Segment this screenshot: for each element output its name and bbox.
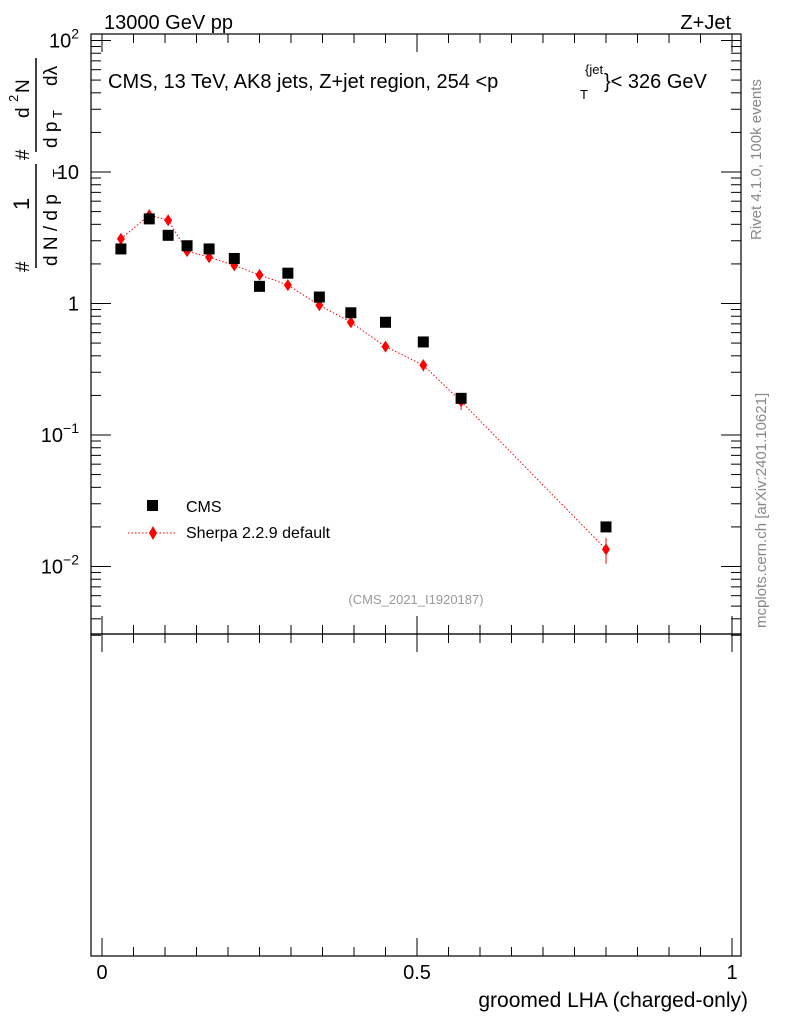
sherpa-point bbox=[116, 232, 125, 245]
ylabel-hash2: # bbox=[13, 149, 34, 160]
legend-marker-sherpa bbox=[149, 526, 157, 540]
cms-point bbox=[162, 229, 174, 241]
ylabel-num2-sup: 2 bbox=[6, 95, 21, 102]
mcplots-label: mcplots.cern.ch [arXiv:2401.10621] bbox=[753, 393, 770, 628]
cms-point bbox=[203, 243, 215, 255]
legend-marker-cms bbox=[147, 500, 158, 511]
cms-point bbox=[115, 243, 127, 255]
ylabel-den1-sub: T bbox=[50, 169, 65, 177]
y-tick-label: 10−2 bbox=[41, 552, 79, 579]
ylabel-num1: 1 bbox=[9, 198, 34, 210]
sherpa-point bbox=[381, 340, 390, 353]
y-tick-label: 102 bbox=[49, 26, 79, 53]
cms-point bbox=[254, 280, 265, 292]
sherpa-point bbox=[283, 279, 292, 292]
header-right: Z+Jet bbox=[680, 12, 731, 34]
y-tick-label: 10−1 bbox=[41, 420, 79, 447]
ylabel-hash: # bbox=[13, 261, 34, 272]
chart-title: CMS, 13 TeV, AK8 jets, Z+jet region, 254… bbox=[108, 71, 498, 93]
legend-label-sherpa: Sherpa 2.2.9 default bbox=[186, 525, 331, 542]
sherpa-point bbox=[419, 359, 428, 372]
sherpa-point bbox=[164, 214, 173, 227]
ylabel-den2-tail: dλ bbox=[41, 65, 62, 86]
y-tick-labels: 10−2 10−1 1 10 102 bbox=[41, 26, 79, 579]
cms-point bbox=[228, 252, 240, 264]
cms-point bbox=[181, 240, 193, 252]
x-axis-label: groomed LHA (charged-only) bbox=[478, 989, 748, 1012]
legend: CMS Sherpa 2.2.9 default bbox=[128, 499, 331, 542]
ylabel-den2: d p bbox=[41, 122, 62, 148]
rivet-label: Rivet 4.1.0, 100k events bbox=[748, 79, 765, 240]
cms-point bbox=[345, 307, 357, 319]
x-tick-label: 0 bbox=[96, 962, 107, 984]
chart-title-suffix: }< 326 GeV bbox=[604, 71, 708, 93]
cms-point bbox=[380, 316, 391, 328]
ylabel-num2: d bbox=[13, 107, 34, 118]
analysis-watermark: (CMS_2021_I1920187) bbox=[348, 592, 483, 607]
x-tick-label: 1 bbox=[726, 962, 737, 984]
header-left: 13000 GeV pp bbox=[104, 12, 233, 34]
cms-point bbox=[455, 392, 467, 404]
cms-point bbox=[313, 291, 325, 303]
sherpa-point bbox=[602, 543, 610, 556]
chart-title-prefix: CMS, 13 TeV, AK8 jets, Z+jet region, 254… bbox=[108, 71, 498, 93]
chart-title-sub: T bbox=[580, 87, 588, 102]
axis-ticks bbox=[91, 34, 741, 956]
y-tick-label: 10 bbox=[57, 162, 79, 184]
cms-point bbox=[143, 213, 155, 225]
ratio-plot-frame bbox=[90, 633, 742, 957]
x-tick-labels: 0 0.5 1 bbox=[96, 962, 737, 984]
chart-title-sup: {jet bbox=[585, 62, 603, 77]
legend-label-cms: CMS bbox=[186, 499, 222, 516]
sherpa-point bbox=[346, 316, 355, 329]
main-plot-frame bbox=[90, 33, 742, 635]
y-axis-label: # 1 d N / d p T # d 2 N d p T dλ bbox=[6, 58, 65, 272]
y-tick-label: 1 bbox=[68, 294, 79, 316]
sherpa-point bbox=[255, 268, 264, 281]
cms-point bbox=[417, 336, 429, 348]
cms-point bbox=[600, 521, 612, 533]
ylabel-den2-sub: T bbox=[50, 110, 65, 118]
cms-points bbox=[115, 213, 612, 533]
ylabel-den1: d N / d p bbox=[41, 194, 62, 266]
cms-point bbox=[282, 267, 294, 279]
ylabel-num2-tail: N bbox=[13, 79, 34, 93]
x-tick-label: 0.5 bbox=[403, 962, 431, 984]
